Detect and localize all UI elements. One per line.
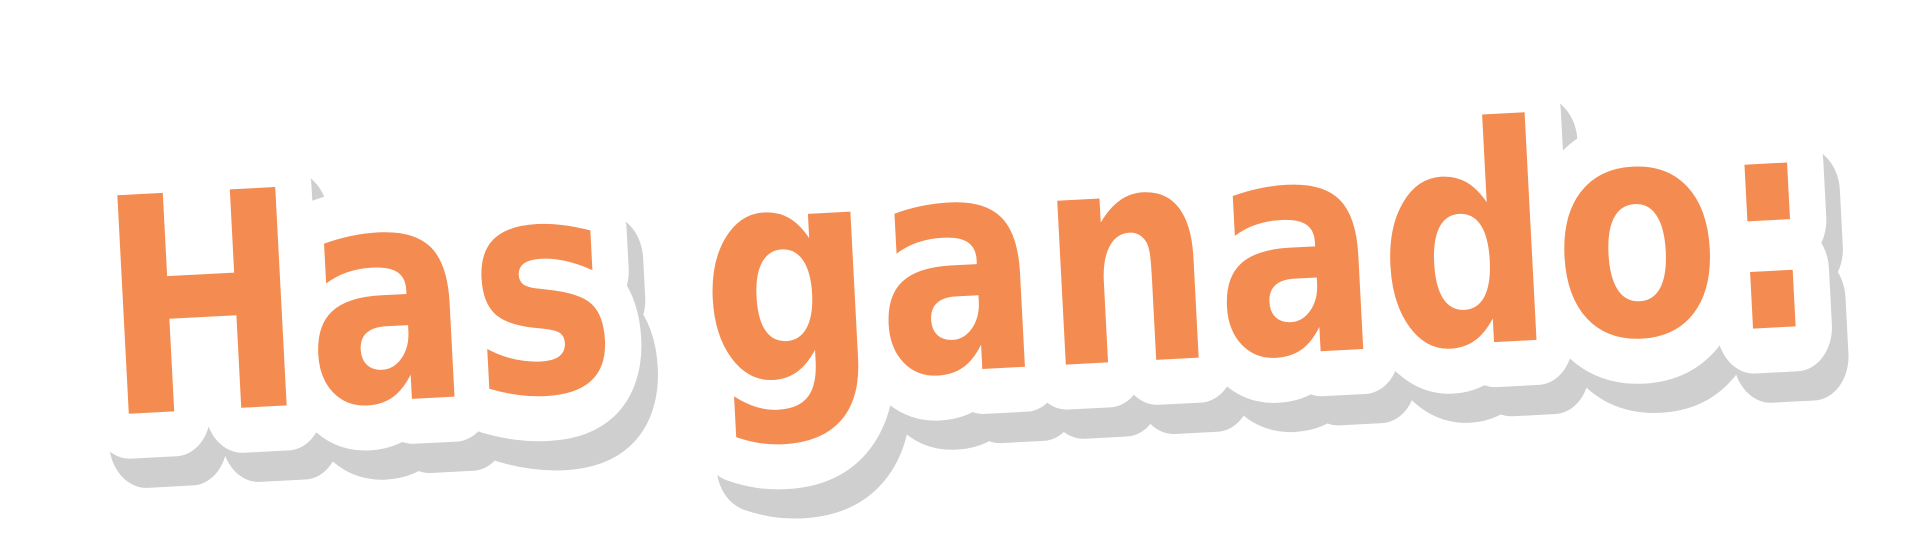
stage: Has ganado: Has ganado: Has ganado: <box>63 31 1890 533</box>
has-ganado-sticker-title: Has ganado: Has ganado: Has ganado: <box>63 31 1890 533</box>
